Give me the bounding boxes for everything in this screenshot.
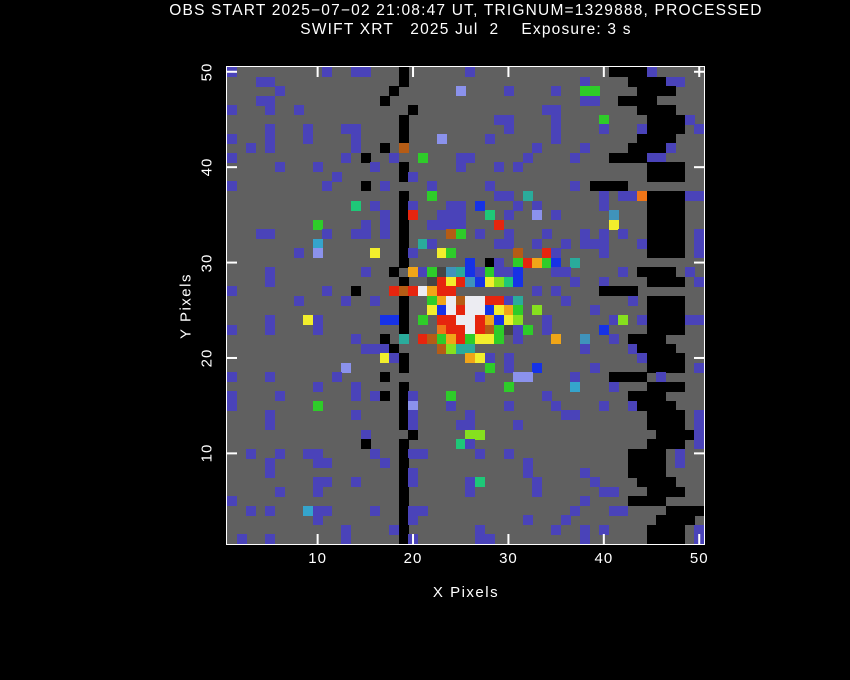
y-tick-label: 20 bbox=[198, 348, 216, 368]
image-plot-frame bbox=[226, 66, 705, 545]
x-tick-label: 30 bbox=[499, 550, 518, 567]
x-axis-title: X Pixels bbox=[432, 584, 500, 601]
x-tick-label: 20 bbox=[403, 550, 423, 567]
y-tick-label: 30 bbox=[198, 253, 216, 272]
x-tick-label: 40 bbox=[594, 550, 614, 567]
y-tick-label: 50 bbox=[198, 62, 216, 82]
y-axis-title: Y Pixels bbox=[177, 273, 195, 339]
instrument-title-line: SWIFT XRT 2025 Jul 2 Exposure: 3 s bbox=[300, 21, 632, 38]
x-tick-label: 50 bbox=[689, 550, 709, 567]
x-tick-label: 10 bbox=[308, 550, 327, 567]
xrt-image-canvas bbox=[227, 67, 704, 544]
obs-title-line: OBS START 2025−07−02 21:08:47 UT, TRIGNU… bbox=[169, 2, 763, 19]
y-tick-label: 40 bbox=[198, 157, 216, 177]
y-tick-label: 10 bbox=[198, 444, 216, 463]
